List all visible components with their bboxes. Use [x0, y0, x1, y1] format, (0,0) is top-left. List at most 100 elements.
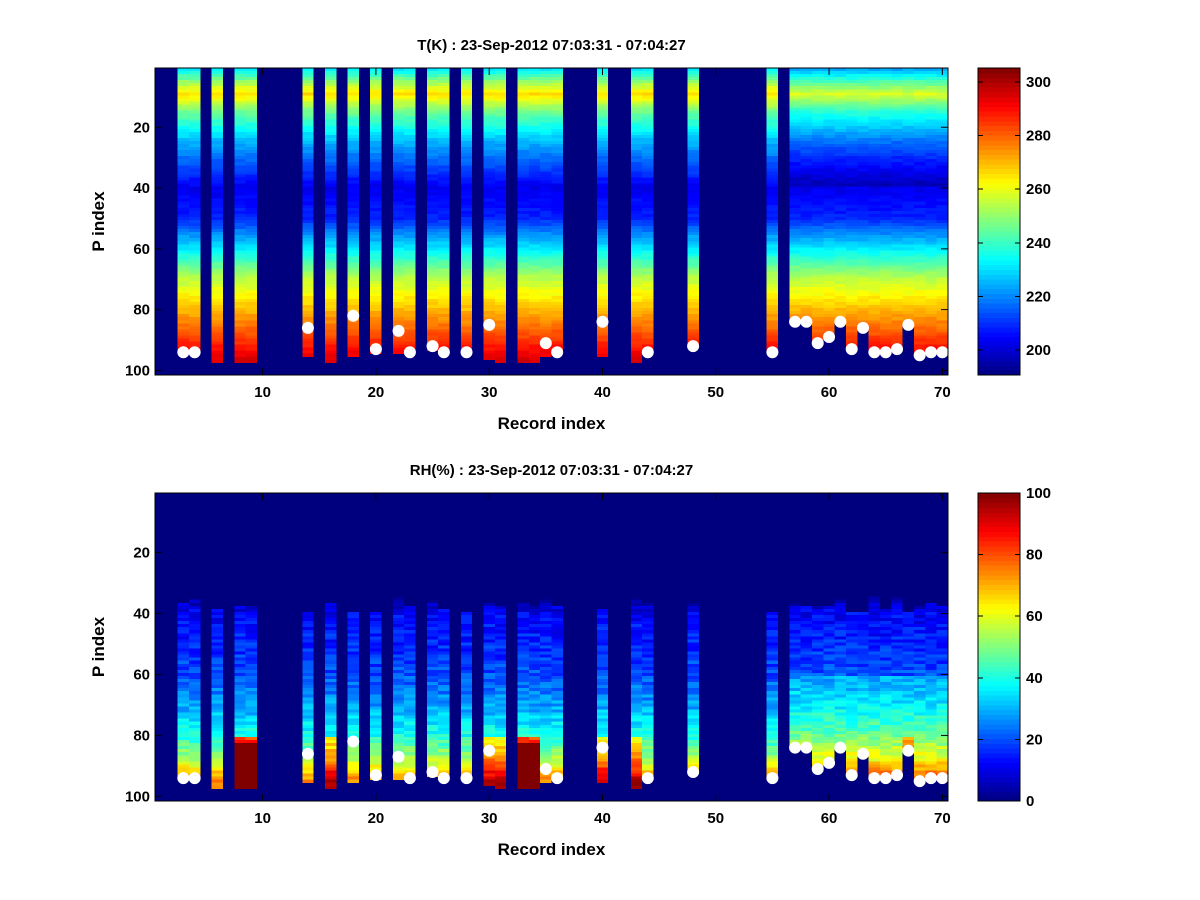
heatmap-cell: [347, 666, 359, 671]
heatmap-cell: [630, 71, 643, 75]
heatmap-cell: [234, 767, 246, 771]
heatmap-cell: [540, 618, 552, 622]
heatmap-cell: [630, 213, 643, 218]
heatmap-cell: [494, 213, 507, 218]
heatmap-cell: [891, 89, 903, 93]
heatmap-cell: [211, 302, 223, 306]
heatmap-cell: [642, 244, 654, 248]
heatmap-cell: [392, 614, 405, 619]
heatmap-cell: [404, 143, 416, 148]
heatmap-cell: [483, 116, 495, 120]
heatmap-cell: [789, 119, 801, 124]
heatmap-cell: [404, 174, 416, 178]
heatmap-cell: [551, 761, 563, 765]
heatmap-cell: [324, 268, 337, 272]
heatmap-cell: [404, 697, 416, 701]
heatmap-cell: [177, 642, 189, 646]
heatmap-cell: [551, 289, 563, 294]
heatmap-cell: [404, 669, 416, 674]
heatmap-cell: [880, 147, 892, 151]
heatmap-cell: [211, 83, 223, 87]
heatmap-cell: [642, 116, 654, 120]
heatmap-cell: [494, 192, 507, 196]
heatmap-cell: [687, 295, 699, 300]
heatmap-cell: [211, 107, 223, 111]
heatmap-cell: [302, 645, 314, 649]
heatmap-cell: [494, 180, 507, 184]
heatmap-cell: [800, 262, 813, 266]
heatmap-cell: [438, 68, 450, 72]
heatmap-cell: [438, 150, 450, 154]
heatmap-cell: [766, 113, 779, 117]
heatmap-cell: [245, 274, 257, 279]
heatmap-cell: [766, 320, 779, 324]
heatmap-cell: [936, 137, 948, 142]
heatmap-cell: [234, 356, 246, 361]
heatmap-cell: [460, 153, 473, 157]
heatmap-cell: [483, 761, 495, 765]
heatmap-cell: [426, 660, 439, 665]
heatmap-cell: [438, 323, 450, 327]
colorbar-segment: [978, 68, 1020, 74]
heatmap-cell: [370, 116, 382, 120]
heatmap-cell: [188, 648, 201, 652]
heatmap-cell: [245, 618, 257, 622]
heatmap-cell: [528, 660, 541, 665]
heatmap-cell: [687, 153, 699, 157]
heatmap-cell: [528, 150, 541, 154]
heatmap-cell: [789, 171, 801, 175]
heatmap-cell: [914, 219, 926, 224]
heatmap-cell: [211, 733, 223, 738]
heatmap-cell: [880, 256, 892, 260]
heatmap-cell: [551, 621, 563, 625]
heatmap-cell: [687, 77, 699, 81]
heatmap-cell: [188, 706, 201, 710]
heatmap-cell: [347, 730, 359, 735]
heatmap-cell: [370, 165, 382, 169]
heatmap-cell: [404, 314, 416, 318]
heatmap-cell: [370, 666, 382, 671]
heatmap-cell: [426, 332, 439, 336]
heatmap-cell: [800, 186, 813, 190]
heatmap-cell: [494, 259, 507, 263]
heatmap-cell: [766, 229, 779, 233]
heatmap-cell: [188, 219, 201, 224]
heatmap-cell: [914, 92, 926, 96]
heatmap-cell: [460, 730, 473, 735]
heatmap-cell: [324, 758, 337, 762]
heatmap-cell: [324, 98, 337, 102]
heatmap-cell: [936, 229, 948, 233]
heatmap-cell: [596, 113, 609, 117]
heatmap-cell: [460, 663, 473, 668]
heatmap-cell: [460, 92, 473, 96]
heatmap-cell: [370, 201, 382, 206]
heatmap-cell: [177, 736, 189, 741]
heatmap-cell: [857, 192, 869, 196]
heatmap-cell: [347, 238, 359, 242]
heatmap-cell: [483, 706, 495, 710]
heatmap-cell: [857, 241, 869, 245]
heatmap-cell: [324, 213, 337, 218]
heatmap-cell: [177, 672, 189, 677]
heatmap-cell: [880, 177, 892, 181]
heatmap-cell: [426, 198, 439, 203]
heatmap-cell: [914, 159, 926, 163]
heatmap-cell: [528, 104, 541, 108]
heatmap-cell: [438, 654, 450, 658]
heatmap-cell: [324, 679, 337, 683]
heatmap-cell: [868, 302, 881, 306]
heatmap-cell: [426, 213, 439, 218]
heatmap-cell: [517, 691, 529, 695]
heatmap-cell: [370, 271, 382, 275]
heatmap-cell: [540, 703, 552, 707]
heatmap-cell: [936, 341, 948, 345]
heatmap-cell: [891, 265, 903, 269]
heatmap-cell: [925, 89, 937, 93]
heatmap-cell: [868, 110, 881, 114]
heatmap-cell: [324, 608, 337, 613]
heatmap-cell: [642, 168, 654, 172]
heatmap-cell: [324, 633, 337, 637]
heatmap-cell: [426, 140, 439, 145]
heatmap-cell: [483, 201, 495, 206]
